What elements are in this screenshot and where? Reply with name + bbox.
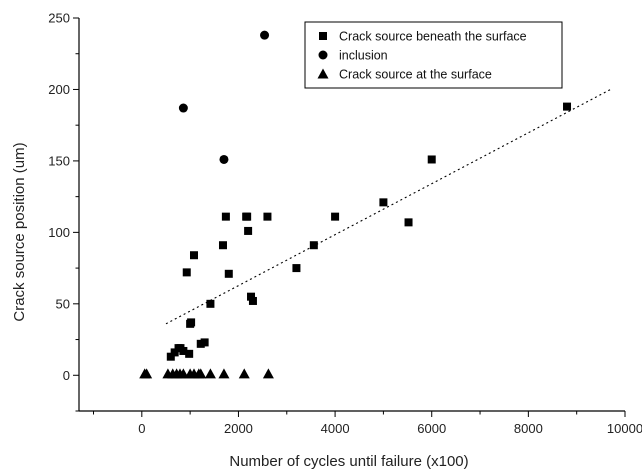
x-tick-label: 6000 xyxy=(417,421,446,436)
square-point xyxy=(170,348,179,357)
square-point xyxy=(189,251,198,260)
x-tick-label: 2000 xyxy=(224,421,253,436)
square-point xyxy=(331,212,340,221)
y-tick-label: 100 xyxy=(48,225,70,240)
square-point xyxy=(263,212,272,221)
square-point xyxy=(244,226,253,235)
triangle-point xyxy=(141,368,153,379)
legend-triangle-marker xyxy=(317,68,329,79)
square-point xyxy=(247,292,256,301)
circle-point xyxy=(178,103,188,113)
legend-label: Crack source beneath the surface xyxy=(339,30,527,44)
y-tick-label: 250 xyxy=(48,11,70,26)
triangle-point xyxy=(204,368,216,379)
y-tick-label: 200 xyxy=(48,82,70,97)
triangle-point xyxy=(262,368,274,379)
square-point xyxy=(243,212,252,221)
legend: Crack source beneath the surface inclusio… xyxy=(304,21,563,89)
circle-point xyxy=(219,154,229,164)
axis-ticks: 0 2000 4000 6000 8000 10000 0 50 100 150 200 250 xyxy=(48,11,642,437)
square-point xyxy=(379,198,388,207)
square-point xyxy=(179,346,188,355)
square-point xyxy=(200,338,209,347)
triangle-point xyxy=(195,368,207,379)
square-point xyxy=(182,268,191,277)
square-point xyxy=(218,241,227,250)
square-point xyxy=(187,318,196,327)
square-point xyxy=(248,296,257,305)
x-tick-label: 10000 xyxy=(607,421,642,436)
square-point xyxy=(166,352,175,361)
square-point xyxy=(309,241,318,250)
trend-line-group xyxy=(165,88,611,325)
square-point xyxy=(224,269,233,278)
square-point xyxy=(206,299,215,308)
trend-line xyxy=(165,88,611,325)
circle-point xyxy=(260,30,270,40)
square-point xyxy=(185,349,194,358)
x-axis-label: Number of cycles until failure (x100) xyxy=(229,453,468,470)
x-tick-label: 8000 xyxy=(514,421,543,436)
legend-square-marker xyxy=(319,32,327,40)
square-point xyxy=(427,155,436,164)
legend-circle-marker xyxy=(318,50,328,60)
triangle-point xyxy=(218,368,230,379)
y-tick-label: 0 xyxy=(63,368,70,383)
legend-label: Crack source at the surface xyxy=(339,68,492,82)
y-axis-label: Crack source position (um) xyxy=(11,142,28,321)
y-tick-label: 150 xyxy=(48,153,70,168)
x-tick-label: 0 xyxy=(138,421,145,436)
square-point xyxy=(221,212,230,221)
y-tick-label: 50 xyxy=(56,296,70,311)
legend-box xyxy=(304,21,563,89)
legend-label: inclusion xyxy=(339,49,388,63)
data-points xyxy=(139,30,572,379)
x-tick-label: 4000 xyxy=(321,421,350,436)
axes xyxy=(78,18,625,412)
triangle-point xyxy=(238,368,250,379)
square-point xyxy=(404,218,413,227)
square-point xyxy=(563,102,572,111)
square-point xyxy=(292,264,301,273)
